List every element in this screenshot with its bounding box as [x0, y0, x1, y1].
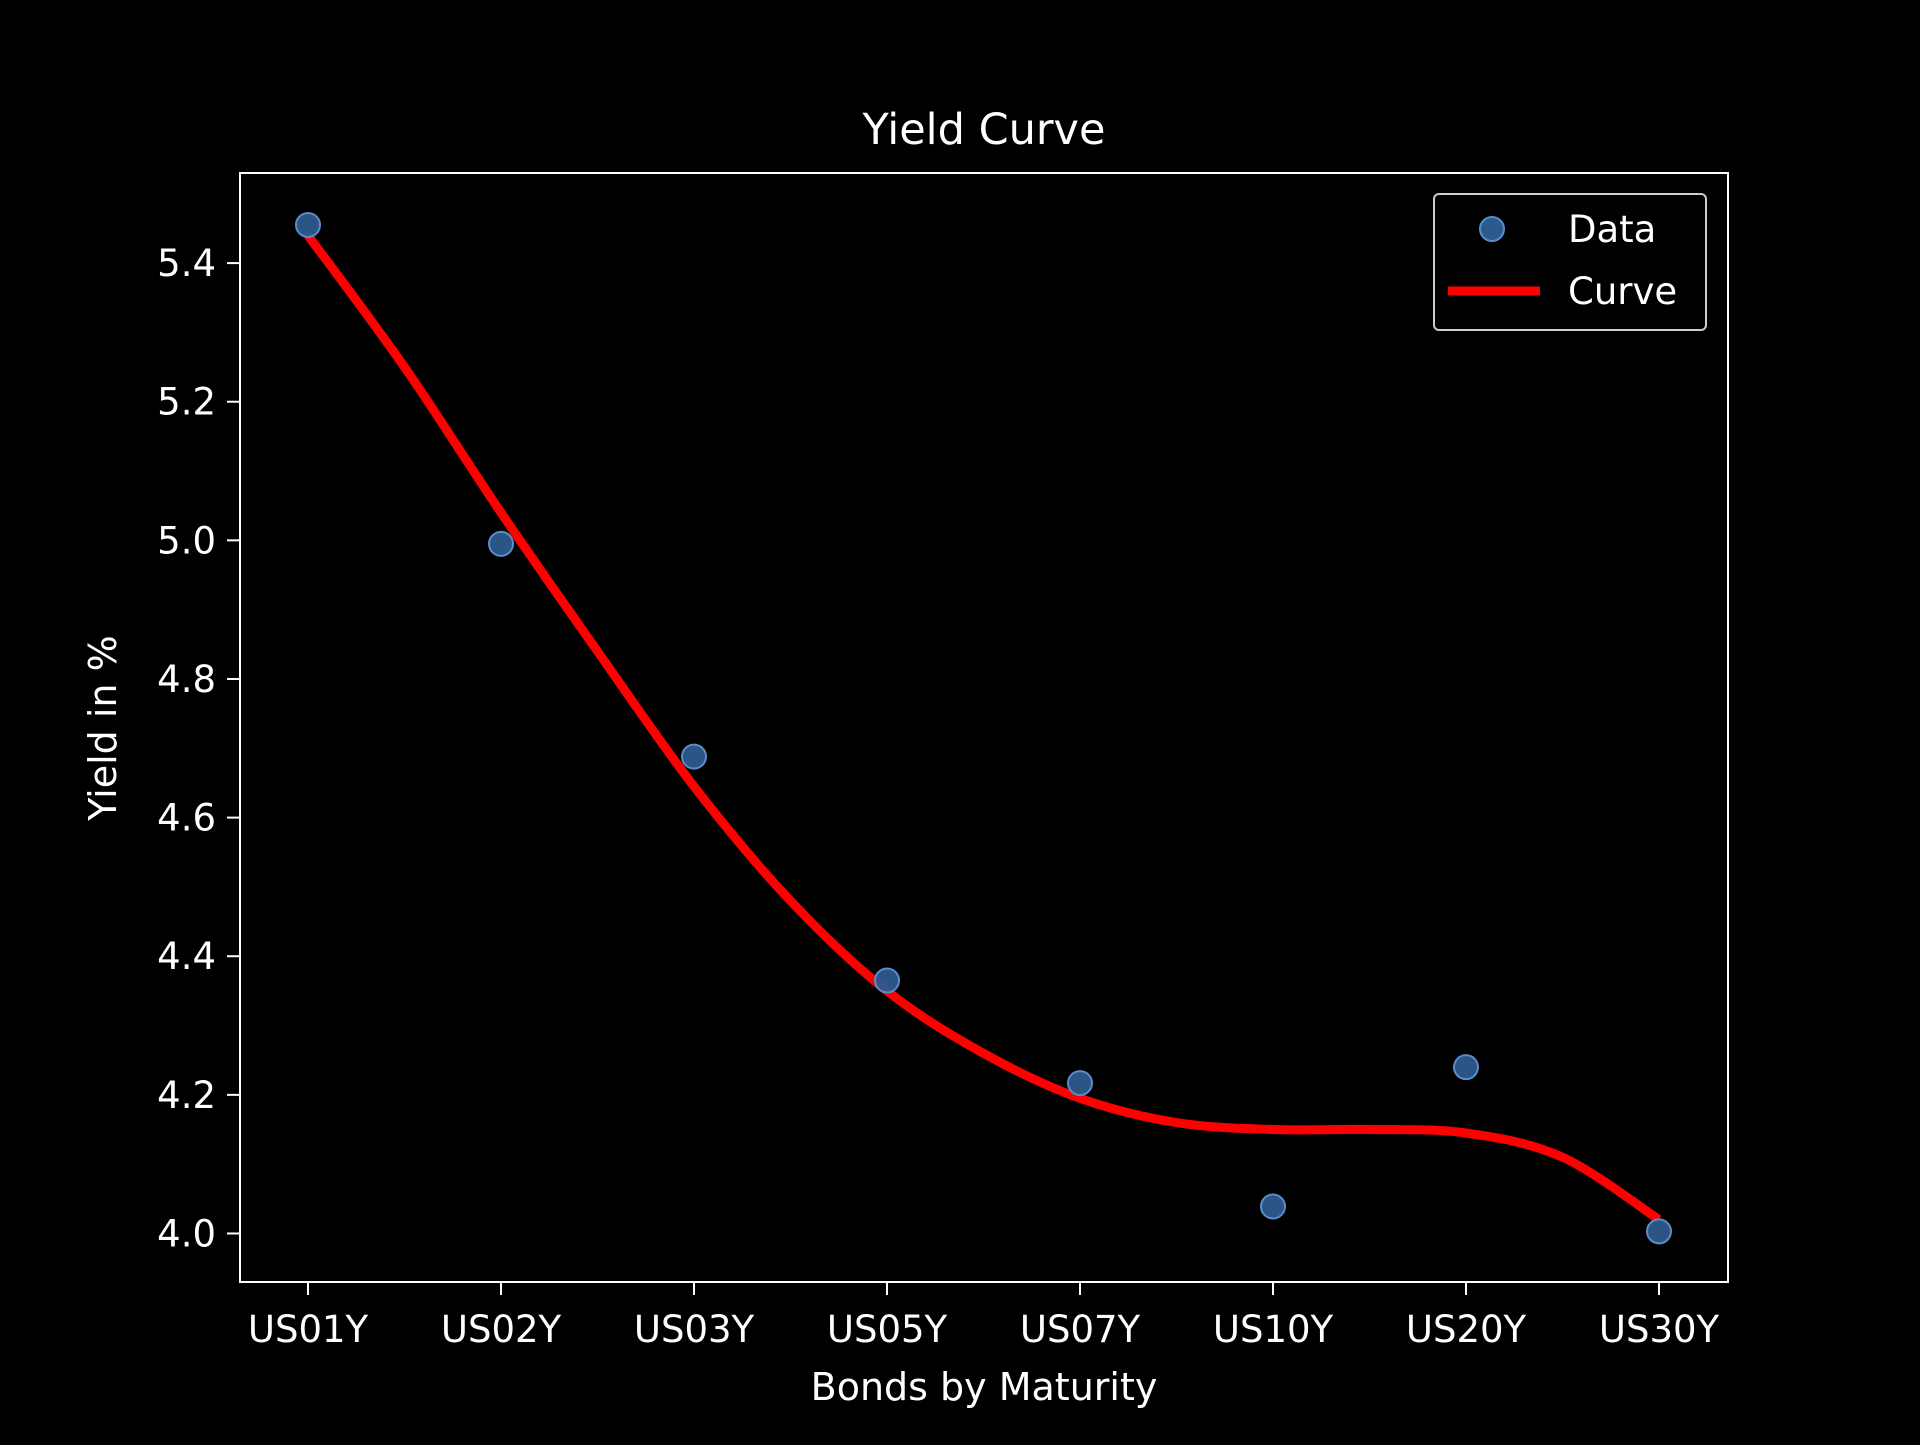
- plot-area: [295, 211, 1672, 1245]
- curve-line: [304, 232, 1662, 1224]
- data-point: [488, 530, 514, 557]
- y-tick-label: 4.2: [157, 1074, 216, 1117]
- data-point: [1067, 1070, 1093, 1097]
- y-tick-label: 5.2: [157, 381, 216, 424]
- y-tick-label: 4.4: [157, 935, 216, 978]
- x-tick-label: US01Y: [248, 1308, 369, 1351]
- data-point: [295, 211, 321, 238]
- x-tick-label: US30Y: [1599, 1308, 1720, 1351]
- y-axis-label: Yield in %: [81, 635, 125, 821]
- x-tick-label: US10Y: [1213, 1308, 1334, 1351]
- legend: Data Curve: [1433, 193, 1707, 331]
- x-tick-label: US07Y: [1020, 1308, 1141, 1351]
- data-point: [1260, 1193, 1286, 1220]
- y-tick-label: 4.6: [157, 797, 216, 840]
- legend-data-marker-icon: [1479, 216, 1505, 242]
- data-point: [874, 967, 900, 994]
- y-tick-label: 5.4: [157, 242, 216, 285]
- x-axis-label: Bonds by Maturity: [811, 1365, 1158, 1409]
- x-tick-label: US05Y: [827, 1308, 948, 1351]
- x-axis: US01Y US02Y US03Y US05Y US07Y US10Y US20Y US30Y: [248, 1282, 1720, 1351]
- y-tick-label: 4.0: [157, 1212, 216, 1255]
- y-tick-label: 5.0: [157, 519, 216, 562]
- x-tick-label: US03Y: [634, 1308, 755, 1351]
- y-tick-label: 4.8: [157, 658, 216, 701]
- data-point: [681, 743, 707, 770]
- chart-title: Yield Curve: [862, 105, 1106, 155]
- y-axis: 4.0 4.2 4.4 4.6 4.8 5.0 5.2 5.4: [157, 242, 240, 1255]
- x-tick-label: US20Y: [1406, 1308, 1527, 1351]
- data-point: [1453, 1054, 1479, 1081]
- legend-label-curve: Curve: [1568, 270, 1677, 313]
- axes-frame: [239, 172, 1729, 1283]
- data-point: [1646, 1218, 1672, 1245]
- x-tick-label: US02Y: [441, 1308, 562, 1351]
- legend-label-data: Data: [1568, 208, 1656, 251]
